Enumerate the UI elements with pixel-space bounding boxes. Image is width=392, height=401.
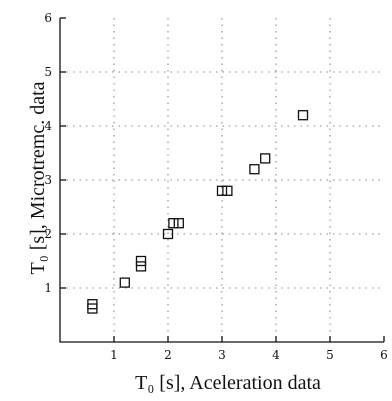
data-point [135,255,147,267]
x-tick-label: 1 [110,348,118,362]
y-tick-label: 3 [44,173,52,187]
data-point [135,261,147,272]
data-point [119,277,130,288]
data-point [297,110,309,121]
data-point [249,164,260,175]
data-point [216,185,228,196]
x-tick-label: 3 [218,348,226,362]
y-tick-label: 6 [44,11,52,25]
y-tick-label: 5 [44,65,52,79]
x-tick-label: 5 [326,348,334,362]
x-tick-label: 2 [164,348,172,362]
y-tick-label: 4 [44,119,52,133]
data-point [173,218,184,229]
x-axis-label: T₀ [s], Aceleration data [135,372,321,394]
axis-lines [59,18,384,343]
ticks: 1 2 3 4 5 6 1 2 3 4 5 6 [44,11,387,362]
grid [60,18,384,342]
data-point [260,153,271,164]
x-tick-label: 6 [380,348,388,362]
data-point [222,185,233,196]
data-point [162,228,174,240]
x-tick-label: 4 [272,348,280,362]
data-point [168,218,179,229]
axes [59,18,384,343]
data-points [87,110,309,314]
y-tick-label: 2 [44,227,52,241]
y-axis-label: T₀ [s], Microtremc. data [27,81,49,274]
data-point [87,299,98,310]
y-tick-label: 1 [44,281,52,295]
